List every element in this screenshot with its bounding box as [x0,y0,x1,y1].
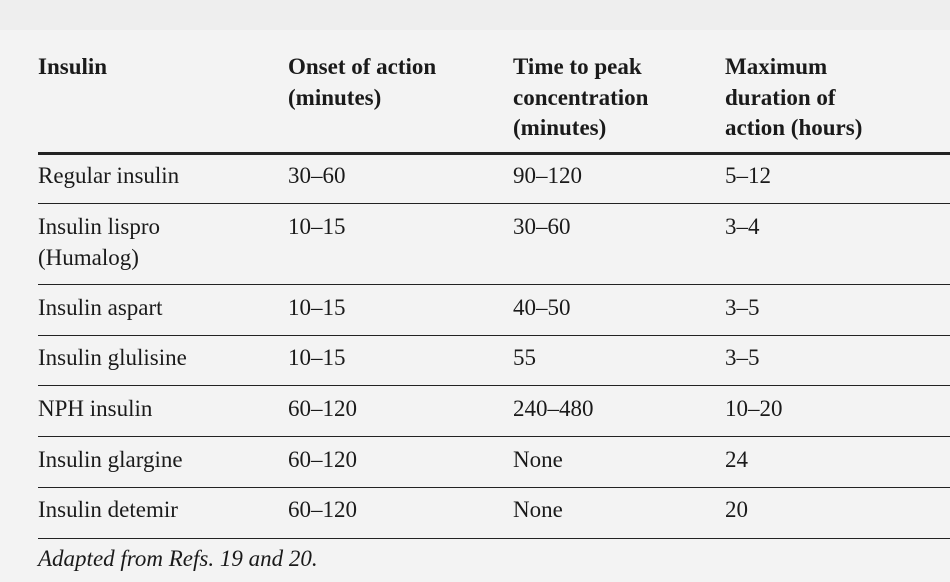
row-divider [38,436,950,437]
row-divider [38,335,950,336]
insulin-table-panel: Insulin Onset of action (minutes) Time t… [0,30,950,582]
row-insulin-aspart-name: Insulin aspart [38,295,163,320]
row-insulin-detemir-name: Insulin detemir [38,497,178,522]
row-insulin-lispro-name: Insulin lispro (Humalog) [38,214,161,270]
row-insulin-glulisine-name: Insulin glulisine [38,345,187,370]
header-insulin: Insulin [38,54,108,79]
row-insulin-detemir-duration: 20 [725,497,748,522]
row-nph-insulin-peak: 240–480 [513,396,594,421]
row-insulin-glargine-duration: 24 [725,447,748,472]
row-nph-insulin-onset: 60–120 [288,396,357,421]
row-insulin-glulisine-duration: 3–5 [725,345,760,370]
table-bottom-rule [38,538,950,539]
row-regular-insulin-peak: 90–120 [513,163,582,188]
row-insulin-lispro-peak: 30–60 [513,214,571,239]
row-insulin-glargine-name: Insulin glargine [38,447,183,472]
row-insulin-aspart-onset: 10–15 [288,295,346,320]
header-peak: Time to peak concentration (minutes) [513,54,649,140]
row-insulin-detemir-peak: None [513,497,563,522]
row-divider [38,487,950,488]
row-insulin-aspart-duration: 3–5 [725,295,760,320]
row-nph-insulin-duration: 10–20 [725,396,783,421]
row-insulin-glargine-peak: None [513,447,563,472]
row-regular-insulin-onset: 30–60 [288,163,346,188]
row-divider [38,385,950,386]
header-onset: Onset of action (minutes) [288,54,437,110]
row-divider [38,203,950,204]
row-nph-insulin-name: NPH insulin [38,396,153,421]
table-footnote: Adapted from Refs. 19 and 20. [38,546,318,571]
row-regular-insulin-duration: 5–12 [725,163,771,188]
row-insulin-lispro-onset: 10–15 [288,214,346,239]
row-regular-insulin-name: Regular insulin [38,163,180,188]
header-rule [38,152,950,155]
row-insulin-lispro-duration: 3–4 [725,214,760,239]
row-insulin-glargine-onset: 60–120 [288,447,357,472]
row-insulin-aspart-peak: 40–50 [513,295,571,320]
header-duration: Maximum duration of action (hours) [725,54,863,140]
top-band [0,0,950,30]
row-insulin-glulisine-onset: 10–15 [288,345,346,370]
row-insulin-glulisine-peak: 55 [513,345,536,370]
row-insulin-detemir-onset: 60–120 [288,497,357,522]
row-divider [38,284,950,285]
